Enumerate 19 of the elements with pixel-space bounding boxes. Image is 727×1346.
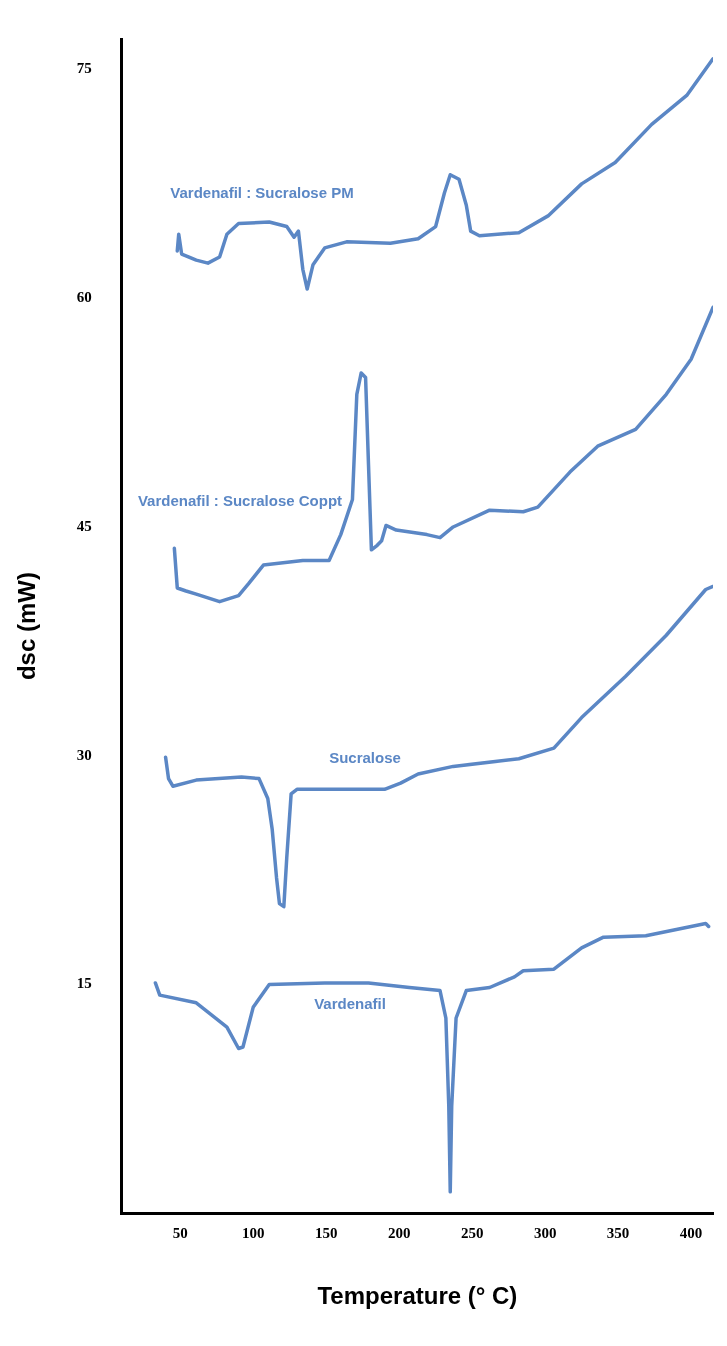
y-tick-label: 15: [76, 975, 92, 992]
series-label: Sucralose: [329, 749, 401, 767]
x-tick-label: 150: [314, 1225, 338, 1242]
y-axis-title: dsc (mW): [13, 572, 41, 681]
x-axis-title: Temperature (° C): [317, 1282, 518, 1310]
x-tick-label: 100: [241, 1225, 265, 1242]
y-tick-label: 30: [76, 746, 92, 763]
y-tick-label: 45: [76, 517, 92, 534]
y-tick-label: 60: [76, 289, 92, 306]
series-label: Vardenafil : Sucralose Coppt: [137, 492, 343, 510]
series-label: Vardenafil: [314, 995, 386, 1013]
x-tick-label: 200: [387, 1225, 411, 1242]
y-tick-label: 75: [76, 60, 92, 77]
x-tick-label: 400: [679, 1225, 703, 1242]
series-label: Vardenafil : Sucralose PM: [170, 184, 354, 202]
x-tick-label: 300: [533, 1225, 557, 1242]
x-tick-label: 50: [172, 1225, 188, 1242]
x-tick-label: 250: [460, 1225, 484, 1242]
x-tick-label: 350: [606, 1225, 630, 1242]
